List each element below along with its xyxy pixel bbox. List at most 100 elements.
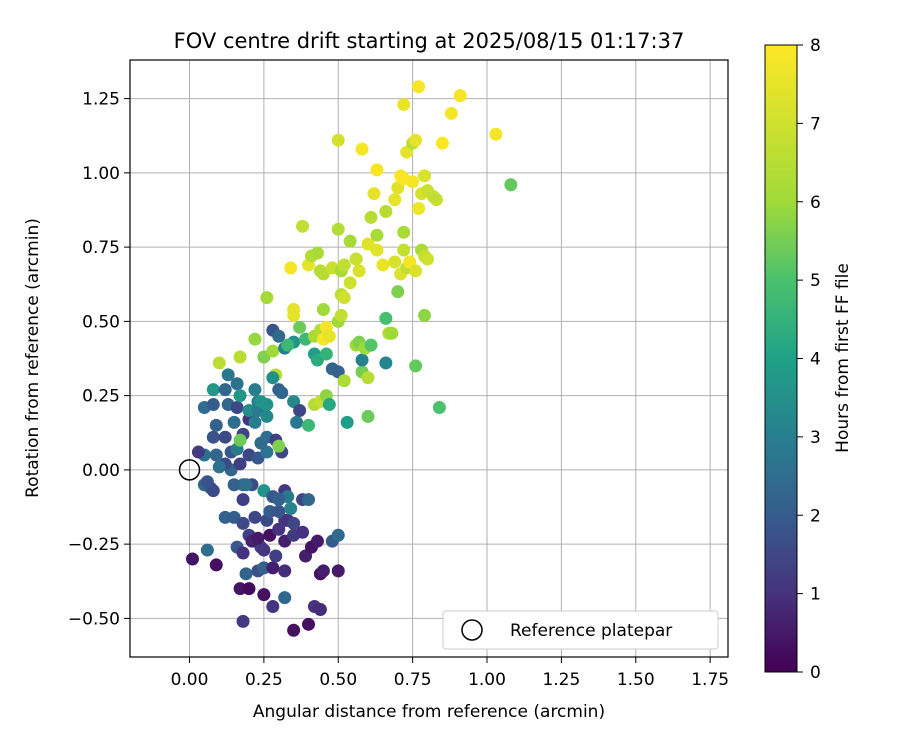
data-point (310, 534, 324, 548)
data-point (296, 219, 310, 233)
data-point (236, 493, 250, 507)
data-point (272, 493, 286, 507)
data-point (418, 308, 432, 322)
data-point (284, 261, 298, 275)
data-point (221, 368, 235, 382)
data-point (293, 403, 307, 417)
data-point (284, 501, 298, 515)
data-point (206, 398, 220, 412)
data-point (361, 371, 375, 385)
x-axis-label: Angular distance from reference (arcmin) (253, 702, 605, 722)
data-point (200, 543, 214, 557)
data-point (275, 386, 289, 400)
colorbar-tick-label: 7 (810, 114, 821, 134)
data-point (230, 401, 244, 415)
data-point (248, 383, 262, 397)
data-point (310, 246, 324, 260)
data-point (218, 430, 232, 444)
chart-title: FOV centre drift starting at 2025/08/15 … (174, 29, 685, 53)
reference-marker (178, 459, 201, 481)
data-point (412, 80, 426, 94)
data-point (248, 332, 262, 346)
data-point (287, 516, 301, 530)
data-point (227, 415, 241, 429)
colorbar-ticks: 0 1 2 3 4 5 6 7 8 (797, 36, 821, 683)
data-point (388, 193, 402, 207)
data-point (379, 356, 393, 370)
data-point (212, 356, 226, 370)
data-point (287, 623, 301, 637)
data-point (322, 398, 336, 412)
data-point (364, 210, 378, 224)
plot-area (130, 60, 728, 657)
data-point (426, 190, 440, 204)
colorbar-tick-label: 5 (810, 271, 821, 291)
data-point (432, 401, 446, 415)
y-tick-label: 1.00 (82, 164, 120, 184)
data-point (504, 178, 518, 192)
data-point (337, 374, 351, 388)
data-point (209, 558, 223, 572)
data-point (397, 243, 411, 257)
data-point (370, 163, 384, 177)
data-point (391, 285, 405, 299)
data-point (227, 478, 241, 492)
x-tick-label: 0.00 (171, 670, 209, 690)
axis-ticks: 0.00 0.25 0.50 0.75 1.00 1.25 1.50 1.75 −0.50 −0.… (68, 90, 729, 690)
data-point (379, 311, 393, 325)
data-point (218, 510, 232, 524)
x-tick-label: 1.75 (691, 670, 729, 690)
data-point (370, 228, 384, 242)
legend: Reference platepar (442, 610, 719, 650)
colorbar-tick-label: 2 (810, 506, 821, 526)
data-point (269, 549, 283, 563)
data-point (302, 418, 316, 432)
data-point (257, 588, 271, 602)
colorbar-tick-label: 4 (810, 350, 821, 370)
data-point (319, 347, 333, 361)
data-point (278, 564, 292, 578)
data-point (191, 445, 205, 459)
colorbar-tick-label: 1 (810, 585, 821, 605)
colorbar: 0 1 2 3 4 5 6 7 8 Hours from first FF file (764, 36, 853, 683)
data-point (242, 582, 256, 596)
data-point (409, 264, 423, 278)
colorbar-label: Hours from first FF file (833, 263, 853, 453)
data-point (418, 169, 432, 183)
data-point (260, 291, 274, 305)
data-point (230, 377, 244, 391)
data-point (364, 338, 378, 352)
data-point (218, 383, 232, 397)
data-point (248, 415, 262, 429)
data-point (370, 243, 384, 257)
data-point (355, 142, 369, 156)
data-point (343, 234, 357, 248)
y-tick-label: 1.25 (82, 90, 120, 110)
data-point (209, 418, 223, 432)
data-point (379, 204, 393, 218)
data-point (248, 510, 262, 524)
colorbar-gradient (764, 44, 798, 673)
data-point (388, 255, 402, 269)
data-points (185, 80, 518, 637)
legend-marker (461, 619, 483, 641)
data-point (361, 409, 375, 423)
colorbar-tick-label: 8 (810, 36, 821, 56)
data-point (334, 308, 348, 322)
data-point (352, 264, 366, 278)
y-tick-label: 0.75 (82, 238, 120, 258)
data-point (236, 546, 250, 560)
data-point (209, 448, 223, 462)
data-point (412, 202, 426, 216)
y-axis-label: Rotation from reference (arcmin) (23, 218, 43, 498)
data-point (236, 614, 250, 628)
data-point (272, 504, 286, 518)
data-point (266, 344, 280, 358)
data-point (489, 127, 503, 141)
data-point (206, 383, 220, 397)
data-point (397, 98, 411, 112)
x-tick-label: 1.50 (617, 670, 655, 690)
data-point (287, 302, 301, 316)
data-point (257, 543, 271, 557)
data-point (212, 460, 226, 474)
